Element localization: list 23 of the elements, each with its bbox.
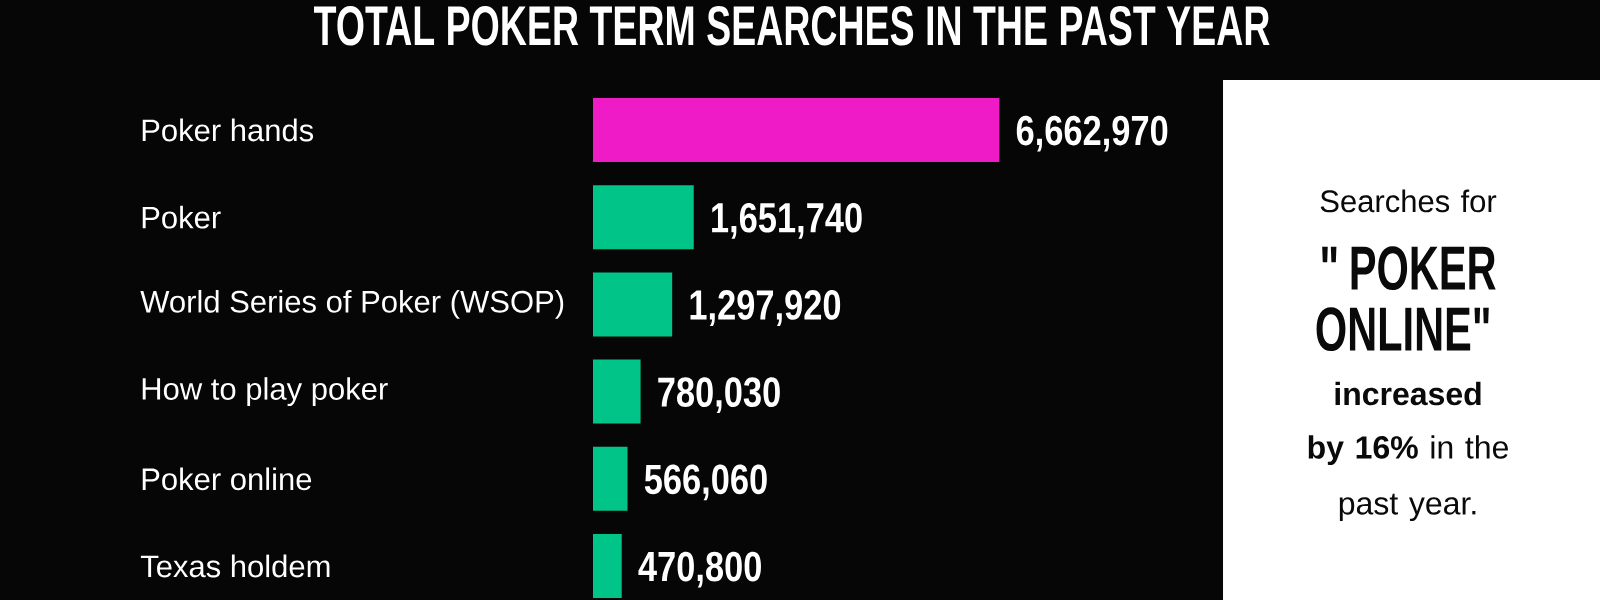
bar [593,534,622,599]
chart-title: TOTAL POKER TERM SEARCHES IN THE PAST YEAR [314,5,1270,46]
bar [593,272,673,337]
y-tick-label: How to play poker [142,377,388,407]
bar [593,185,694,250]
data-label: 780,030 [658,377,780,414]
y-tick-label: Poker hands [142,118,314,142]
text: "POKER ONLINE" [1316,246,1496,352]
bar [593,359,641,424]
y-tick-label: Texas holdem [140,554,330,578]
data-label: 566,060 [644,464,767,501]
y-tick-label: Poker online [142,467,312,491]
data-label: 6,662,970 [1016,115,1168,152]
text: Searches for [1320,189,1497,213]
bar [593,446,628,511]
data-label: 1,297,920 [690,290,841,326]
text: by 16% in the past year. [1308,435,1508,522]
data-label: 470,800 [638,551,761,588]
y-tick-label: World Series of Poker (WSOP) [140,289,564,319]
y-tick-label: Poker [142,205,221,229]
data-label: 1,651,740 [712,202,862,239]
text: increased [1335,381,1481,406]
bar [593,98,1000,162]
